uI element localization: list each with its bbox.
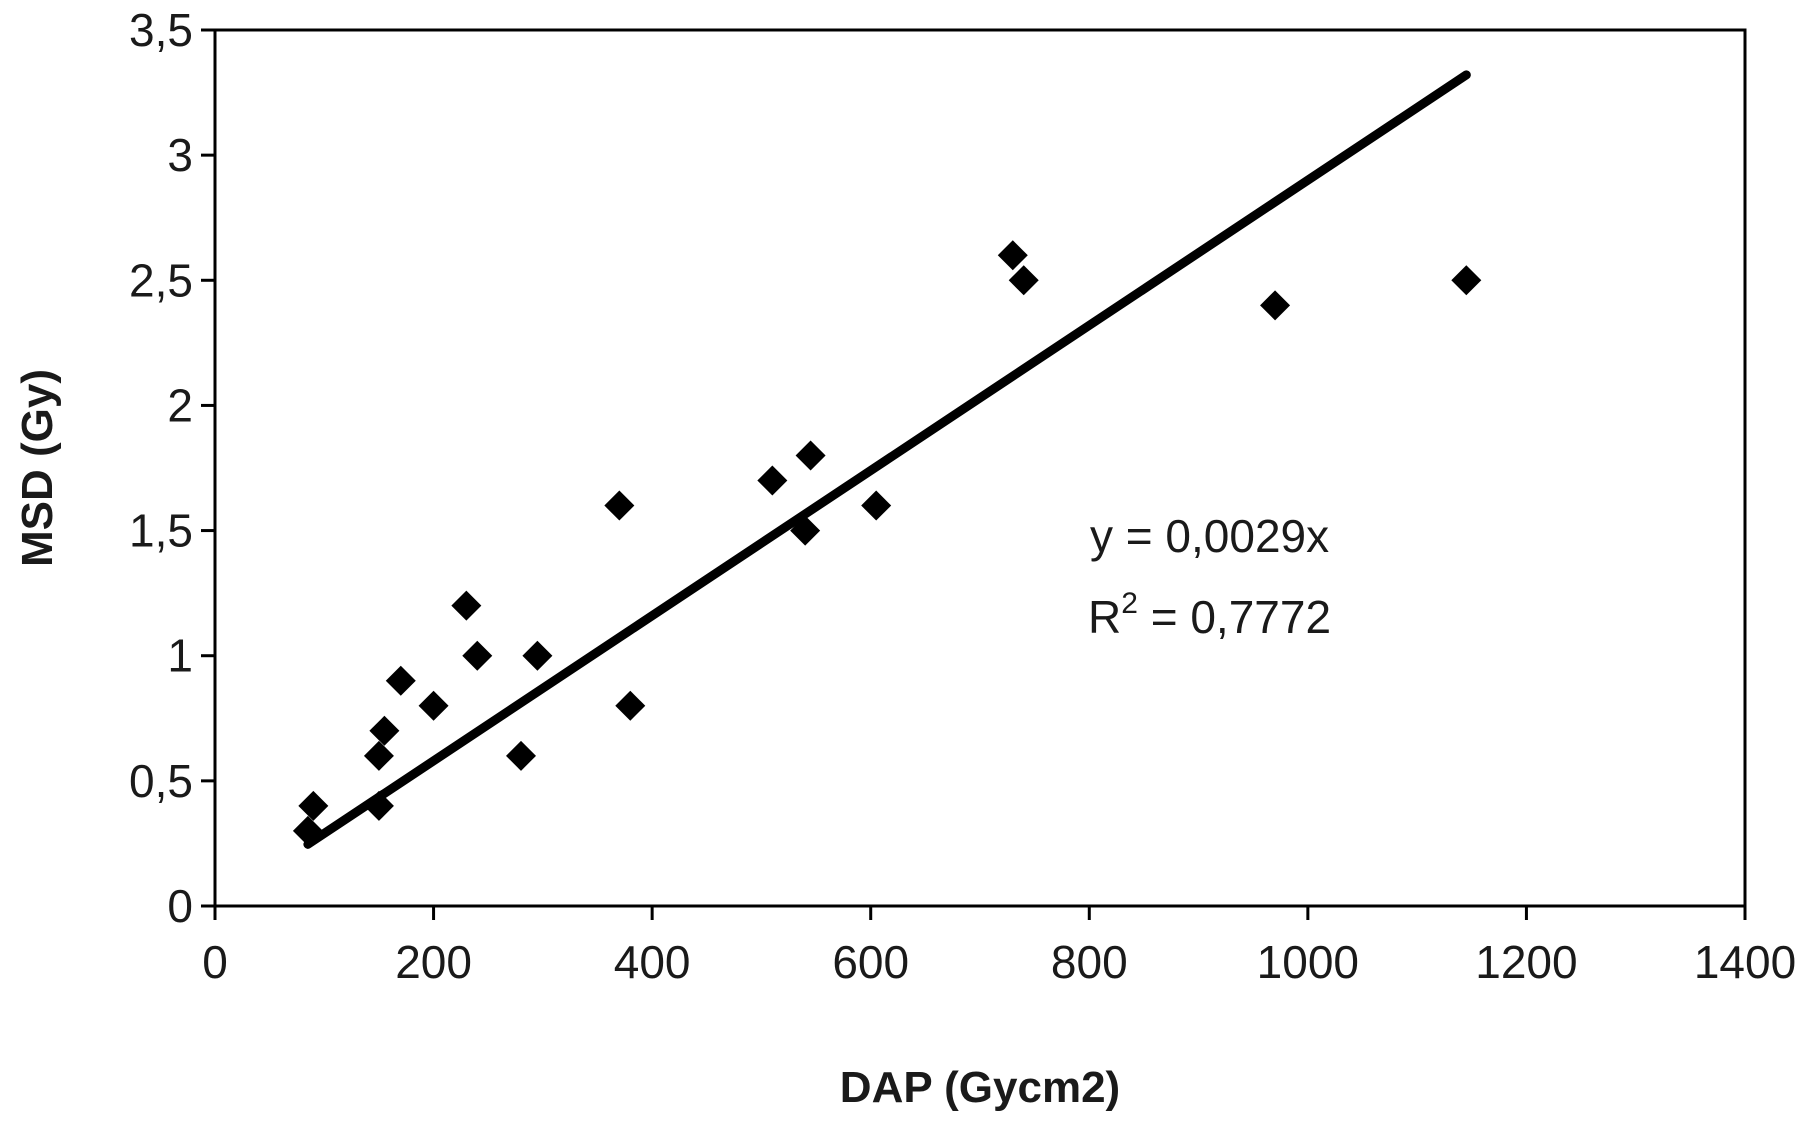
trendline-equation: y = 0,0029x xyxy=(1090,510,1329,562)
y-tick-label: 3,5 xyxy=(129,4,193,56)
data-point xyxy=(795,440,826,471)
r-squared-exponent: 2 xyxy=(1121,587,1138,620)
x-tick-label: 200 xyxy=(395,936,472,988)
data-point xyxy=(369,715,400,746)
y-tick-label: 2 xyxy=(167,379,193,431)
y-tick-label: 0 xyxy=(167,880,193,932)
r-squared-prefix: R xyxy=(1088,591,1121,643)
y-axis-title: MSD (Gy) xyxy=(13,369,62,567)
data-point xyxy=(861,490,892,521)
data-point xyxy=(615,690,646,721)
data-point xyxy=(363,790,394,821)
data-point xyxy=(451,590,482,621)
x-axis-title: DAP (Gycm2) xyxy=(840,1063,1120,1112)
x-tick-label: 1000 xyxy=(1257,936,1359,988)
y-tick-label: 0,5 xyxy=(129,755,193,807)
y-tick-label: 1 xyxy=(167,630,193,682)
data-point xyxy=(757,465,788,496)
data-point xyxy=(997,240,1028,271)
r-squared-value: = 0,7772 xyxy=(1138,591,1331,643)
x-tick-label: 600 xyxy=(832,936,909,988)
data-point xyxy=(604,490,635,521)
data-point xyxy=(462,640,493,671)
data-point xyxy=(385,665,416,696)
data-point xyxy=(790,515,821,546)
data-point xyxy=(522,640,553,671)
plot-area xyxy=(213,28,1747,908)
x-tick-label: 1400 xyxy=(1694,936,1796,988)
data-point xyxy=(506,740,536,771)
x-tick-label: 400 xyxy=(614,936,691,988)
y-tick-label: 1,5 xyxy=(129,505,193,557)
data-point xyxy=(1451,265,1482,296)
data-point xyxy=(418,690,449,721)
r-squared-label: R2 = 0,7772 xyxy=(1088,587,1331,643)
trendline-path xyxy=(303,70,1471,849)
x-axis: 0 200 400 600 800 1000 1200 1400 xyxy=(202,906,1796,988)
y-tick-label: 3 xyxy=(167,129,193,181)
x-tick-label: 1200 xyxy=(1475,936,1577,988)
data-point xyxy=(1260,290,1291,321)
data-points xyxy=(292,240,1482,846)
data-point xyxy=(363,740,394,771)
data-point xyxy=(292,815,323,846)
x-tick-label: 800 xyxy=(1051,936,1128,988)
y-axis: 0 0,5 1 1,5 2 2,5 3 3,5 xyxy=(129,4,215,932)
x-tick-label: 0 xyxy=(202,936,228,988)
data-point xyxy=(1008,265,1039,296)
data-point xyxy=(298,790,329,821)
trendline xyxy=(303,70,1471,849)
y-tick-label: 2,5 xyxy=(129,254,193,306)
